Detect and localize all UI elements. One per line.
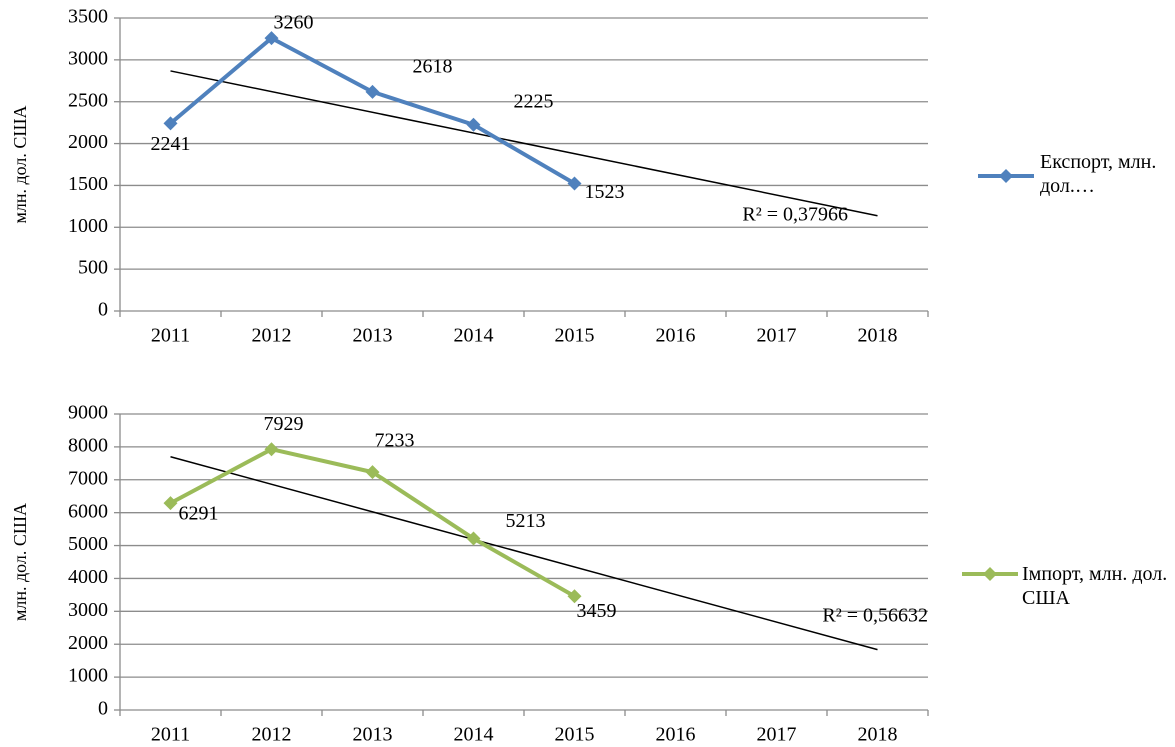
x-tick-label: 2013 [353, 724, 393, 746]
y-tick-label: 0 [98, 698, 108, 720]
y-tick-label: 1000 [68, 215, 108, 237]
y-tick-label: 2000 [68, 632, 108, 654]
data-label: 6291 [179, 503, 219, 525]
trend-label: R² = 0,37966 [742, 204, 848, 226]
x-tick-label: 2013 [353, 325, 393, 347]
y-axis-label: млн. дол. США [10, 105, 30, 223]
x-tick-label: 2017 [757, 724, 797, 746]
x-tick-label: 2015 [555, 325, 595, 347]
marker [567, 589, 582, 604]
legend-marker [983, 567, 997, 581]
x-tick-label: 2018 [858, 724, 898, 746]
y-axis-label: млн. дол. США [10, 503, 30, 621]
data-label: 1523 [585, 181, 625, 203]
data-label: 7929 [264, 413, 304, 435]
data-label: 2225 [514, 90, 554, 112]
marker [163, 116, 178, 131]
x-tick-label: 2014 [454, 325, 494, 347]
y-tick-label: 2500 [68, 89, 108, 111]
data-label: 3260 [274, 12, 314, 34]
x-tick-label: 2015 [555, 724, 595, 746]
x-tick-label: 2016 [656, 724, 696, 746]
x-tick-label: 2016 [656, 325, 696, 347]
marker [466, 117, 481, 132]
y-tick-label: 0 [98, 299, 108, 321]
x-tick-label: 2012 [252, 325, 292, 347]
y-tick-label: 3000 [68, 47, 108, 69]
x-tick-label: 2018 [858, 325, 898, 347]
y-tick-label: 9000 [68, 402, 108, 424]
y-tick-label: 8000 [68, 434, 108, 456]
marker [365, 465, 380, 480]
marker [264, 442, 279, 457]
y-tick-label: 4000 [68, 566, 108, 588]
y-tick-label: 500 [78, 257, 108, 279]
x-tick-label: 2012 [252, 724, 292, 746]
y-tick-label: 6000 [68, 500, 108, 522]
legend-label: Експорт, млн. дол.… [1040, 151, 1157, 197]
y-tick-label: 2000 [68, 131, 108, 153]
x-tick-label: 2011 [151, 724, 190, 746]
y-tick-label: 5000 [68, 533, 108, 555]
data-label: 7233 [375, 430, 415, 452]
data-label: 2241 [151, 133, 191, 155]
data-label: 3459 [577, 600, 617, 622]
x-tick-label: 2014 [454, 724, 494, 746]
y-tick-label: 1000 [68, 665, 108, 687]
x-tick-label: 2017 [757, 325, 797, 347]
y-tick-label: 3500 [68, 6, 108, 28]
trend-label: R² = 0,56632 [822, 605, 928, 627]
marker [466, 531, 481, 546]
marker [163, 496, 178, 511]
data-label: 2618 [413, 55, 453, 77]
trend-line [170, 70, 878, 217]
marker [567, 176, 582, 191]
legend-marker [999, 169, 1013, 183]
marker [264, 31, 279, 46]
y-tick-label: 3000 [68, 599, 108, 621]
y-tick-label: 1500 [68, 173, 108, 195]
y-tick-label: 7000 [68, 467, 108, 489]
legend-label: Імпорт, млн. дол. США [1022, 563, 1168, 609]
trend-line [170, 455, 878, 651]
data-label: 5213 [506, 510, 546, 532]
x-tick-label: 2011 [151, 325, 190, 347]
marker [365, 84, 380, 99]
